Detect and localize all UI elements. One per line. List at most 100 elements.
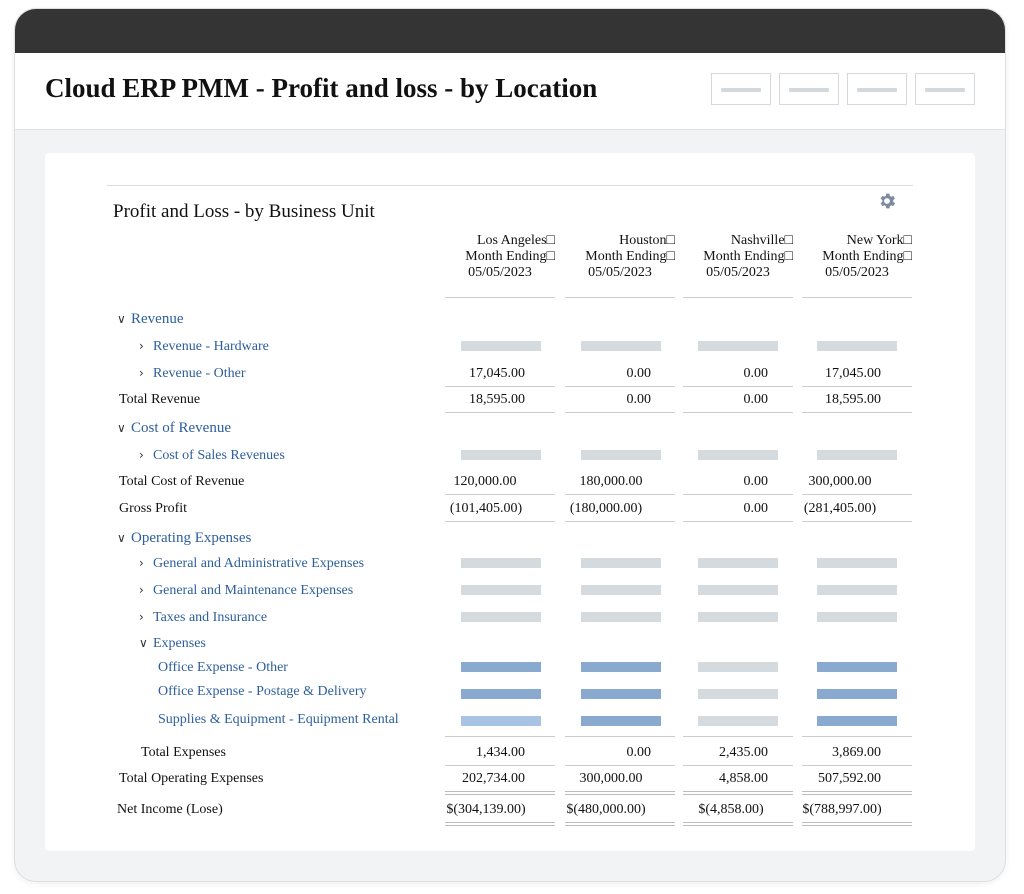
report-title: Profit and Loss - by Business Unit bbox=[113, 201, 375, 222]
row-label: Cost of Revenue bbox=[131, 420, 231, 436]
divider bbox=[445, 412, 555, 413]
chevron-right-icon: › bbox=[139, 448, 144, 462]
divider bbox=[802, 386, 912, 387]
divider bbox=[802, 521, 912, 522]
divider bbox=[802, 736, 912, 737]
cell-value: 18,595.00 bbox=[469, 392, 525, 407]
value-placeholder bbox=[461, 341, 541, 351]
divider bbox=[445, 297, 555, 298]
value-placeholder bbox=[817, 716, 897, 726]
row-label: Operating Expenses bbox=[131, 530, 252, 546]
divider bbox=[802, 412, 912, 413]
divider bbox=[445, 494, 555, 495]
value-placeholder bbox=[461, 558, 541, 568]
chevron-down-icon: ∨ bbox=[117, 531, 126, 545]
divider bbox=[683, 412, 793, 413]
divider bbox=[565, 736, 675, 737]
value-placeholder bbox=[698, 341, 778, 351]
value-placeholder bbox=[698, 585, 778, 595]
divider bbox=[565, 386, 675, 387]
toolbar-button-1[interactable] bbox=[711, 73, 771, 105]
divider bbox=[445, 765, 555, 766]
cell-value: 0.00 bbox=[743, 366, 769, 381]
cell-value: $(304,139.00) bbox=[446, 802, 526, 817]
toolbar-button-4[interactable] bbox=[915, 73, 975, 105]
value-placeholder bbox=[698, 662, 778, 672]
value-placeholder bbox=[698, 612, 778, 622]
value-placeholder bbox=[817, 585, 897, 595]
row-cost-of-sales[interactable]: › Cost of Sales Revenues bbox=[139, 448, 285, 464]
divider bbox=[565, 521, 675, 522]
cell-value: 17,045.00 bbox=[469, 366, 525, 381]
column-location: New York□ bbox=[846, 233, 912, 248]
cell-value: 507,592.00 bbox=[818, 771, 881, 786]
divider bbox=[683, 297, 793, 298]
double-divider bbox=[802, 791, 912, 795]
divider bbox=[445, 386, 555, 387]
row-ga-expenses[interactable]: › General and Administrative Expenses bbox=[139, 556, 364, 572]
chevron-right-icon: › bbox=[139, 556, 144, 570]
value-placeholder bbox=[817, 341, 897, 351]
cell-value: 17,045.00 bbox=[825, 366, 881, 381]
row-operating-expenses[interactable]: ∨ Operating Expenses bbox=[117, 530, 251, 547]
column-date: 05/05/2023 bbox=[588, 265, 652, 280]
divider bbox=[683, 494, 793, 495]
value-placeholder bbox=[461, 662, 541, 672]
column-period: Month Ending□ bbox=[465, 249, 555, 264]
divider bbox=[683, 521, 793, 522]
double-divider bbox=[683, 822, 793, 826]
row-total-cost-of-revenue: Total Cost of Revenue bbox=[119, 474, 245, 489]
cell-value: 18,595.00 bbox=[825, 392, 881, 407]
chevron-down-icon: ∨ bbox=[117, 312, 126, 326]
row-office-postage[interactable]: Office Expense - Postage & Delivery bbox=[158, 684, 367, 699]
cell-value: 300,000.00 bbox=[579, 771, 643, 786]
value-placeholder bbox=[817, 689, 897, 699]
row-revenue-hardware[interactable]: › Revenue - Hardware bbox=[139, 339, 269, 355]
row-revenue-other[interactable]: › Revenue - Other bbox=[139, 366, 246, 382]
row-taxes-insurance[interactable]: › Taxes and Insurance bbox=[139, 610, 267, 626]
cell-value: 3,869.00 bbox=[832, 745, 881, 760]
chevron-down-icon: ∨ bbox=[139, 636, 148, 650]
column-period: Month Ending□ bbox=[585, 249, 675, 264]
double-divider bbox=[565, 822, 675, 826]
column-header-los-angeles: Los Angeles□ Month Ending□ 05/05/2023 bbox=[445, 233, 555, 281]
divider bbox=[107, 185, 913, 186]
double-divider bbox=[445, 791, 555, 795]
value-placeholder bbox=[581, 341, 661, 351]
row-cost-of-revenue[interactable]: ∨ Cost of Revenue bbox=[117, 420, 231, 437]
value-placeholder bbox=[581, 585, 661, 595]
row-revenue[interactable]: ∨ Revenue bbox=[117, 311, 183, 328]
row-supplies-rental[interactable]: Supplies & Equipment - Equipment Rental bbox=[158, 712, 399, 727]
row-office-other[interactable]: Office Expense - Other bbox=[158, 660, 288, 675]
value-placeholder bbox=[581, 450, 661, 460]
cell-value: 1,434.00 bbox=[476, 745, 525, 760]
value-placeholder bbox=[581, 662, 661, 672]
row-label: General and Maintenance Expenses bbox=[153, 583, 354, 598]
gear-icon[interactable] bbox=[877, 191, 897, 211]
double-divider bbox=[565, 791, 675, 795]
value-placeholder bbox=[698, 689, 778, 699]
row-expenses[interactable]: ∨ Expenses bbox=[139, 636, 206, 652]
value-placeholder bbox=[461, 689, 541, 699]
row-label: Taxes and Insurance bbox=[153, 610, 268, 625]
divider bbox=[802, 297, 912, 298]
column-period: Month Ending□ bbox=[822, 249, 912, 264]
row-total-revenue: Total Revenue bbox=[119, 392, 201, 407]
double-divider bbox=[445, 822, 555, 826]
window-titlebar bbox=[15, 9, 1005, 53]
divider bbox=[802, 494, 912, 495]
page-header: Cloud ERP PMM - Profit and loss - by Loc… bbox=[15, 53, 1005, 130]
divider bbox=[565, 297, 675, 298]
divider bbox=[802, 765, 912, 766]
toolbar-button-3[interactable] bbox=[847, 73, 907, 105]
cell-value: (101,405.00) bbox=[449, 501, 523, 516]
divider bbox=[565, 765, 675, 766]
toolbar-button-2[interactable] bbox=[779, 73, 839, 105]
column-date: 05/05/2023 bbox=[706, 265, 770, 280]
value-placeholder bbox=[817, 662, 897, 672]
cell-value: 0.00 bbox=[743, 392, 769, 407]
row-gm-expenses[interactable]: › General and Maintenance Expenses bbox=[139, 583, 353, 599]
cell-value: 2,435.00 bbox=[719, 745, 768, 760]
row-gross-profit: Gross Profit bbox=[119, 501, 188, 516]
double-divider bbox=[802, 822, 912, 826]
